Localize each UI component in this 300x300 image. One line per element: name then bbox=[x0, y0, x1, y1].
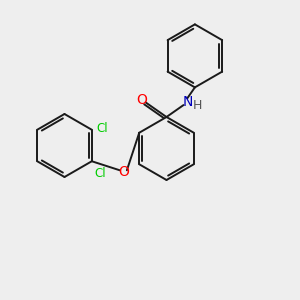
Text: O: O bbox=[118, 165, 129, 179]
Text: Cl: Cl bbox=[95, 167, 106, 180]
Text: N: N bbox=[182, 95, 193, 110]
Text: O: O bbox=[136, 93, 147, 107]
Text: Cl: Cl bbox=[96, 122, 108, 135]
Text: H: H bbox=[192, 100, 202, 112]
